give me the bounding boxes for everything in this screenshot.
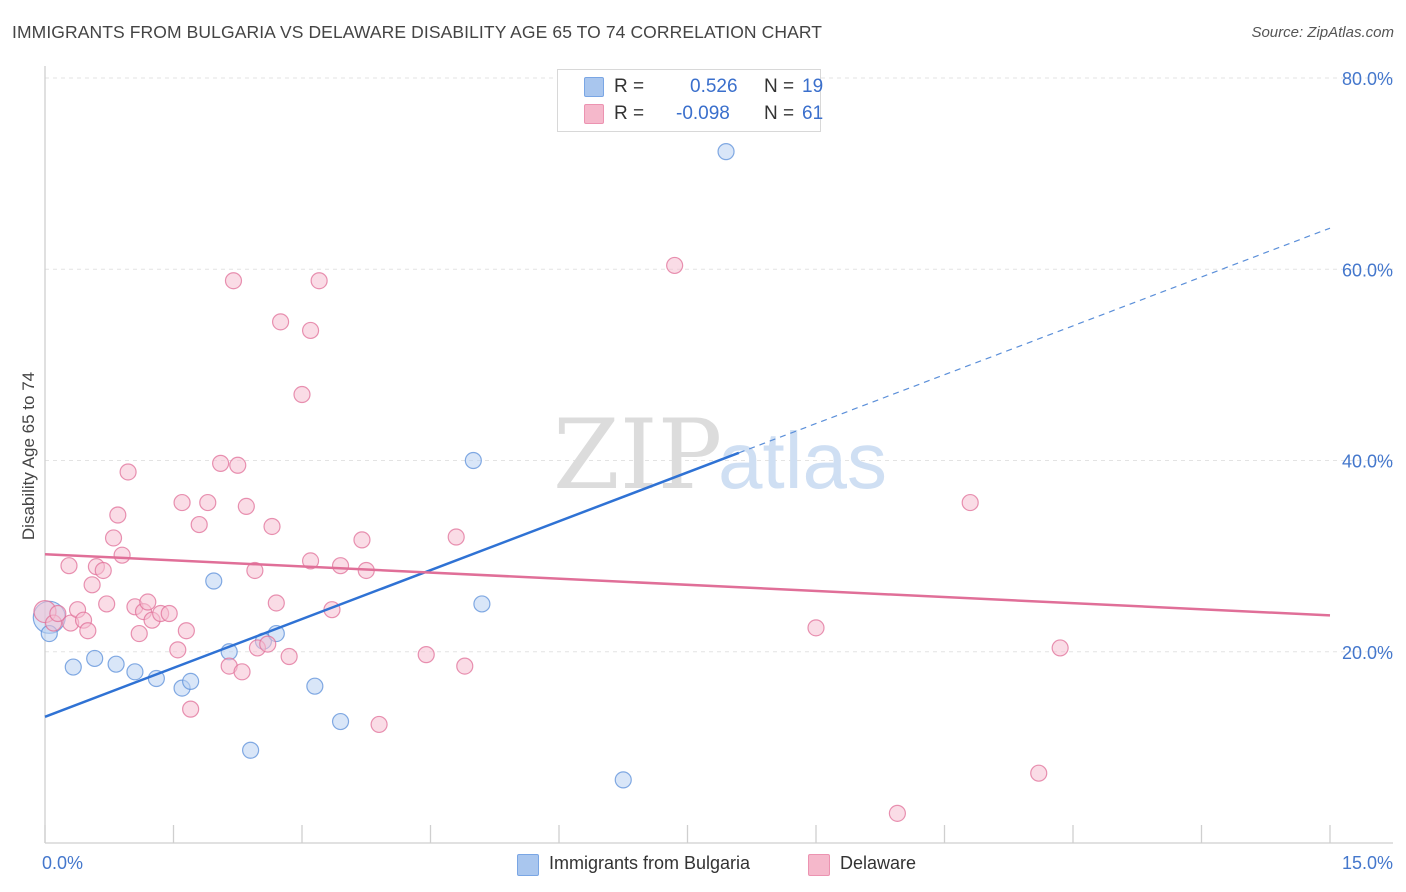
point-delaware <box>119 463 137 481</box>
point-delaware <box>182 700 200 718</box>
bottom-legend-swatch-bulgaria <box>517 854 539 876</box>
point-delaware <box>224 272 243 290</box>
watermark-atlas: atlas <box>718 416 887 505</box>
point-delaware <box>331 557 350 575</box>
trend-line-delaware <box>44 552 1331 617</box>
point-delaware <box>417 646 435 664</box>
point-delaware <box>237 497 255 515</box>
watermark-zip: ZIP <box>553 399 722 511</box>
legend-r-value: -0.098 <box>676 103 730 124</box>
point-delaware <box>130 624 148 643</box>
y-tick-label: 80.0% <box>1342 69 1393 89</box>
x-tick-labels: 0.0% 15.0% <box>42 853 1393 873</box>
point-bulgaria <box>331 712 350 731</box>
point-delaware <box>807 619 825 637</box>
point-bulgaria <box>242 741 260 759</box>
point-delaware <box>1030 764 1048 782</box>
point-delaware <box>169 641 187 659</box>
point-bulgaria <box>64 658 82 676</box>
point-delaware <box>1051 639 1069 657</box>
trend-line-bulgaria <box>44 451 740 718</box>
legend-r-label: R = <box>614 103 645 124</box>
point-delaware <box>301 321 320 340</box>
point-delaware <box>212 454 230 472</box>
point-delaware <box>233 663 251 681</box>
legend-n-label: N = <box>764 103 795 124</box>
point-bulgaria <box>205 572 223 590</box>
axes <box>44 66 1393 844</box>
point-bulgaria <box>473 595 491 613</box>
point-delaware <box>113 546 131 564</box>
point-delaware <box>353 531 371 549</box>
y-tick-label: 20.0% <box>1342 643 1393 663</box>
legend-n-value: 61 <box>802 103 824 124</box>
y-axis-label: Disability Age 65 to 74 <box>19 372 38 540</box>
point-delaware <box>259 635 277 653</box>
point-delaware <box>60 557 78 575</box>
point-delaware <box>447 528 465 546</box>
x-tick-label: 0.0% <box>42 853 83 873</box>
gridlines <box>45 77 1393 653</box>
legend-swatch-delaware <box>584 104 604 124</box>
point-delaware <box>301 552 320 570</box>
chart-title: IMMIGRANTS FROM BULGARIA VS DELAWARE DIS… <box>12 22 823 42</box>
point-delaware <box>271 313 290 331</box>
point-delaware <box>888 804 906 822</box>
point-delaware <box>190 515 208 534</box>
x-tick-label: 15.0% <box>1342 853 1393 873</box>
legend-swatch-bulgaria <box>584 77 604 97</box>
point-delaware <box>83 576 101 594</box>
point-delaware <box>94 561 112 580</box>
source-label: Source: ZipAtlas.com <box>1251 24 1394 41</box>
trend-lines <box>44 227 1331 718</box>
point-delaware <box>98 595 116 613</box>
legend: R = 0.526 N = 19 R = -0.098 N = 61 <box>557 69 824 132</box>
series-delaware-points <box>33 256 1069 822</box>
bottom-legend-label: Immigrants from Bulgaria <box>549 853 751 873</box>
point-delaware <box>666 256 684 275</box>
point-delaware <box>199 493 217 512</box>
bottom-legend-swatch-delaware <box>808 854 830 876</box>
y-tick-label: 40.0% <box>1342 452 1393 472</box>
point-delaware <box>263 517 281 536</box>
point-delaware <box>961 493 979 512</box>
point-delaware <box>456 657 474 675</box>
point-delaware <box>79 622 97 640</box>
point-delaware <box>109 506 127 524</box>
y-tick-labels: 20.0% 40.0% 60.0% 80.0% <box>1342 69 1393 663</box>
point-delaware <box>293 385 311 404</box>
point-delaware <box>104 529 123 547</box>
x-ticks <box>44 825 1331 843</box>
point-bulgaria <box>717 143 735 161</box>
point-bulgaria <box>107 655 125 673</box>
point-delaware <box>310 272 328 290</box>
point-delaware <box>246 561 264 580</box>
legend-n-value: 19 <box>802 76 824 97</box>
y-tick-label: 60.0% <box>1342 260 1393 280</box>
point-bulgaria <box>464 451 482 470</box>
legend-r-value: 0.526 <box>690 76 738 97</box>
point-delaware <box>49 604 67 623</box>
point-delaware <box>173 493 191 512</box>
point-delaware <box>177 622 195 640</box>
point-delaware <box>229 456 247 474</box>
point-delaware <box>370 715 388 734</box>
legend-r-label: R = <box>614 76 645 97</box>
point-bulgaria <box>614 771 632 789</box>
point-bulgaria <box>86 649 104 668</box>
legend-n-label: N = <box>764 76 795 97</box>
point-bulgaria <box>182 672 200 690</box>
point-delaware <box>139 593 157 611</box>
bottom-legend-label: Delaware <box>840 853 917 873</box>
point-delaware <box>280 647 298 666</box>
watermark: ZIP atlas <box>553 399 887 511</box>
point-bulgaria <box>126 663 144 681</box>
point-delaware <box>267 594 285 612</box>
point-bulgaria <box>306 677 324 695</box>
point-delaware <box>160 604 178 623</box>
